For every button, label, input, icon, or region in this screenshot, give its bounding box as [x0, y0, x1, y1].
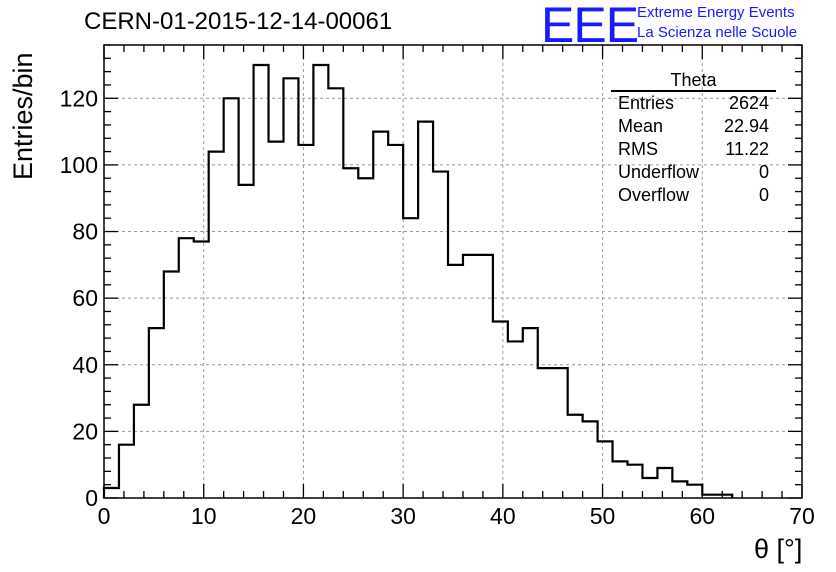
histogram-bin — [478, 255, 493, 498]
histogram-bin — [463, 255, 478, 498]
stats-row-overflow: Overflow 0 — [611, 184, 776, 207]
x-axis-label: θ [°] — [754, 534, 803, 564]
y-tick-label: 40 — [72, 352, 98, 378]
histogram-bin — [598, 441, 613, 498]
stats-label: RMS — [618, 139, 658, 159]
stats-label: Mean — [618, 116, 664, 136]
histogram-bin — [418, 122, 433, 498]
y-tick-label: 60 — [72, 285, 98, 311]
histogram-bin — [613, 461, 628, 498]
stats-row-rms: RMS 11.22 — [611, 138, 776, 161]
histogram-bin — [403, 218, 418, 498]
histogram-bin — [508, 341, 523, 498]
x-tick-label: 10 — [191, 503, 217, 529]
histogram-step-line — [102, 63, 734, 498]
histogram-series — [102, 63, 734, 499]
histogram-bin — [538, 368, 553, 498]
stats-title: Theta — [611, 70, 776, 92]
histogram-bin — [523, 328, 538, 498]
histogram-bin — [283, 78, 298, 498]
stats-label: Entries — [618, 93, 675, 113]
x-tick-label: 20 — [291, 503, 317, 529]
stats-value: 0 — [758, 162, 769, 182]
histogram-bin — [628, 465, 643, 498]
y-tick-label: 0 — [85, 485, 98, 511]
y-axis-label: Entries/bin — [8, 52, 38, 180]
x-tick-label: 60 — [689, 503, 715, 529]
histogram-bin — [179, 238, 194, 498]
histogram-bin — [493, 321, 508, 498]
y-tick-label: 100 — [60, 152, 98, 178]
stats-value: 2624 — [728, 93, 769, 113]
chart-title: CERN-01-2015-12-14-00061 — [84, 8, 393, 35]
histogram-bin — [448, 265, 463, 498]
y-tick-label: 120 — [60, 85, 98, 111]
histogram-bin — [343, 168, 358, 498]
stats-box: Theta Entries 2624 Mean 22.94 RMS 11.22 … — [611, 70, 776, 207]
histogram-bin — [104, 488, 119, 498]
histogram-bin — [298, 145, 313, 498]
histogram-bin — [209, 152, 224, 498]
eee-logo: EEE — [541, 0, 639, 53]
axis-tick-labels: 0 10 20 30 40 50 60 70 0 20 40 60 80 100 120 — [60, 85, 815, 529]
x-tick-label: 30 — [390, 503, 416, 529]
histogram-bin — [254, 65, 269, 498]
histogram-bin — [657, 468, 672, 498]
histogram-bin — [388, 145, 403, 498]
histogram-bin — [119, 445, 134, 498]
histogram-bin — [553, 368, 568, 498]
y-tick-label: 20 — [72, 418, 98, 444]
histogram-bin — [239, 185, 254, 498]
histogram-bin — [687, 485, 702, 498]
stats-row-mean: Mean 22.94 — [611, 115, 776, 138]
histogram-bin — [149, 328, 164, 498]
histogram-bin — [373, 132, 388, 498]
stats-label: Underflow — [618, 162, 700, 182]
stats-value: 22.94 — [723, 116, 769, 136]
x-tick-label: 70 — [789, 503, 815, 529]
stats-value: 11.22 — [725, 139, 769, 159]
x-tick-label: 40 — [490, 503, 516, 529]
logo-subtitle-2: La Scienza nelle Scuole — [637, 24, 798, 41]
y-tick-label: 80 — [72, 219, 98, 245]
histogram-bin — [269, 142, 284, 498]
histogram-bin — [164, 272, 179, 499]
histogram-bin — [134, 405, 149, 498]
histogram-bin — [583, 421, 598, 498]
histogram-bin — [642, 478, 657, 498]
histogram-bin — [568, 415, 583, 498]
grid-lines — [104, 45, 802, 498]
histogram-bin — [224, 98, 239, 498]
histogram-bin — [328, 88, 343, 498]
stats-value: 0 — [758, 185, 769, 205]
axis-ticks — [103, 44, 803, 499]
histogram-bin — [313, 65, 328, 498]
histogram-bin — [194, 242, 209, 498]
stats-row-underflow: Underflow 0 — [611, 161, 776, 184]
x-tick-label: 50 — [590, 503, 616, 529]
stats-row-entries: Entries 2624 — [611, 92, 776, 115]
stats-label: Overflow — [618, 185, 690, 205]
histogram-bin — [358, 178, 373, 498]
x-tick-label: 0 — [98, 503, 111, 529]
logo-subtitle-1: Extreme Energy Events — [637, 4, 795, 21]
histogram-bin — [672, 481, 687, 498]
histogram-bin — [433, 172, 448, 498]
